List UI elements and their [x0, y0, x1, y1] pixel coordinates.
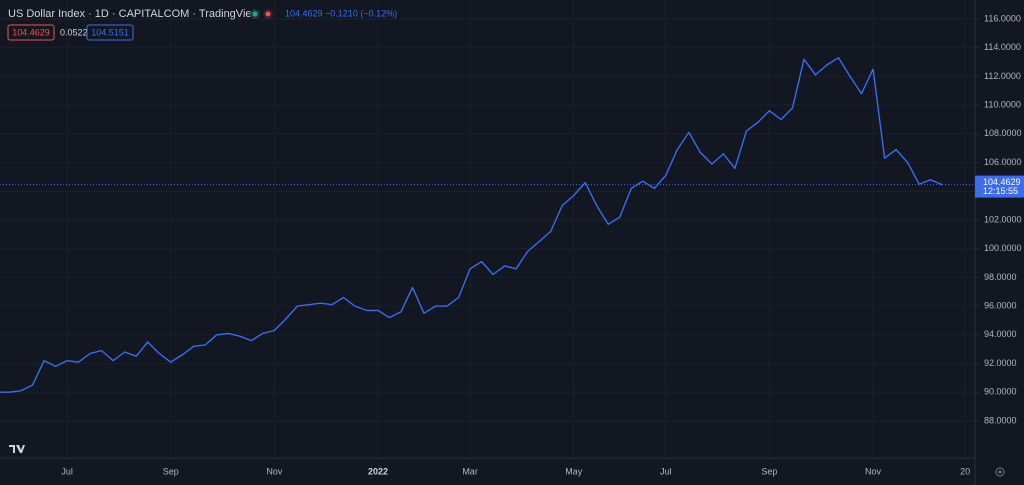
y-tick-label: 94.0000	[984, 329, 1017, 339]
y-tick-label: 98.0000	[984, 272, 1017, 282]
y-tick-label: 106.0000	[984, 157, 1022, 167]
status-dot-inner	[252, 11, 258, 17]
plot	[0, 57, 943, 393]
gear	[995, 467, 1005, 477]
value-label: 0.0522	[60, 27, 88, 37]
value-label: 104.4629	[12, 27, 50, 37]
y-tick-label: 92.0000	[984, 358, 1017, 368]
y-tick-label: 102.0000	[984, 214, 1022, 224]
logo-mark	[9, 445, 25, 453]
y-tick-label: 88.0000	[984, 415, 1017, 425]
y-tick-label: 96.0000	[984, 300, 1017, 310]
value-box	[7, 24, 55, 41]
x-tick-label: Sep	[163, 466, 179, 476]
x-tick-label: Nov	[266, 466, 283, 476]
x-tick-label: May	[565, 466, 583, 476]
status-dot-inner	[265, 11, 271, 17]
quote: 104.4629 −0.1210 (−0.12%)	[285, 8, 397, 18]
y-tick-label: 112.0000	[984, 71, 1021, 81]
x-tick-label: Jul	[61, 466, 73, 476]
grid	[0, 0, 975, 458]
y-tick-label: 90.0000	[984, 387, 1017, 397]
gear-center	[998, 470, 1002, 474]
x-tick-label: Sep	[761, 466, 777, 476]
y-tick-label: 116.0000	[984, 13, 1021, 23]
countdown-label: 12:15:55	[983, 186, 1018, 196]
price-line	[0, 57, 943, 393]
x-tick-label: Nov	[865, 466, 882, 476]
x-tick-label: Mar	[462, 466, 478, 476]
x-tick-label: 2022	[368, 466, 388, 476]
y-tick-label: 108.0000	[984, 128, 1022, 138]
last-price-tag	[975, 175, 1024, 198]
y-tick-label: 114.0000	[984, 42, 1021, 52]
settings-icon[interactable]	[995, 467, 1005, 477]
value-label: 104.5151	[91, 27, 129, 37]
x-tick-label: 20	[960, 466, 970, 476]
x-tick-label: Jul	[660, 466, 672, 476]
y-tick-label: 110.0000	[984, 99, 1021, 109]
y-tick-label: 100.0000	[984, 243, 1022, 253]
tv-logo[interactable]	[8, 442, 26, 454]
value-box	[86, 24, 134, 41]
chart-title: US Dollar Index · 1D · CAPITALCOM · Trad…	[8, 8, 260, 20]
last-price-label: 104.4629	[983, 177, 1021, 187]
